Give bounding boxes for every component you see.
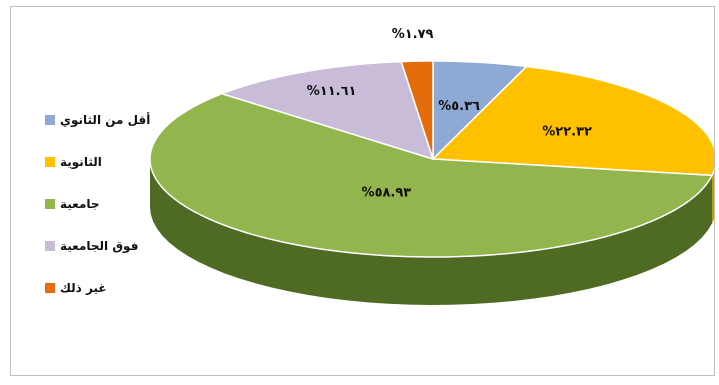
data-label-below-secondary: %٥.٣٦ [438,99,480,114]
legend-swatch [45,115,55,125]
pie-side-university [150,159,713,305]
legend-item-university: جامعية [45,194,160,214]
pie-slice-below-secondary [432,60,529,161]
legend-item-secondary: الثانوية [45,152,160,172]
legend-swatch [45,283,55,293]
legend-label: أقل من الثانوي [60,113,151,127]
legend-label: غير ذلك [60,281,107,295]
pie-slice-postgraduate [219,60,435,161]
data-label-postgraduate: %١١.٦١ [307,84,357,99]
data-label-other: %١.٧٩ [392,27,434,42]
data-label-university: %٥٨.٩٣ [362,186,412,201]
legend-item-other: غير ذلك [45,278,160,298]
legend-swatch [45,199,55,209]
legend-item-postgraduate: فوق الجامعية [45,236,160,256]
legend-label: فوق الجامعية [60,239,139,253]
pie-slice-university [149,92,714,258]
pie-slice-other [400,60,434,160]
data-label-secondary: %٢٢.٣٢ [542,125,592,140]
legend-item-below-secondary: أقل من الثانوي [45,110,160,130]
pie-chart: %٥.٣٦ %٢٢.٣٢ %٥٨.٩٣ %١١.٦١ %١.٧٩ [149,27,714,305]
legend: أقل من الثانوي الثانوية جامعية فوق الجام… [45,110,160,320]
legend-swatch [45,157,55,167]
pie-side-secondary [712,170,714,224]
legend-label: جامعية [60,197,100,211]
pie-slice-secondary [431,65,714,177]
legend-swatch [45,241,55,251]
chart-frame: %٥.٣٦ %٢٢.٣٢ %٥٨.٩٣ %١١.٦١ %١.٧٩ أقل من الثا… [10,6,715,376]
legend-label: الثانوية [60,155,102,169]
